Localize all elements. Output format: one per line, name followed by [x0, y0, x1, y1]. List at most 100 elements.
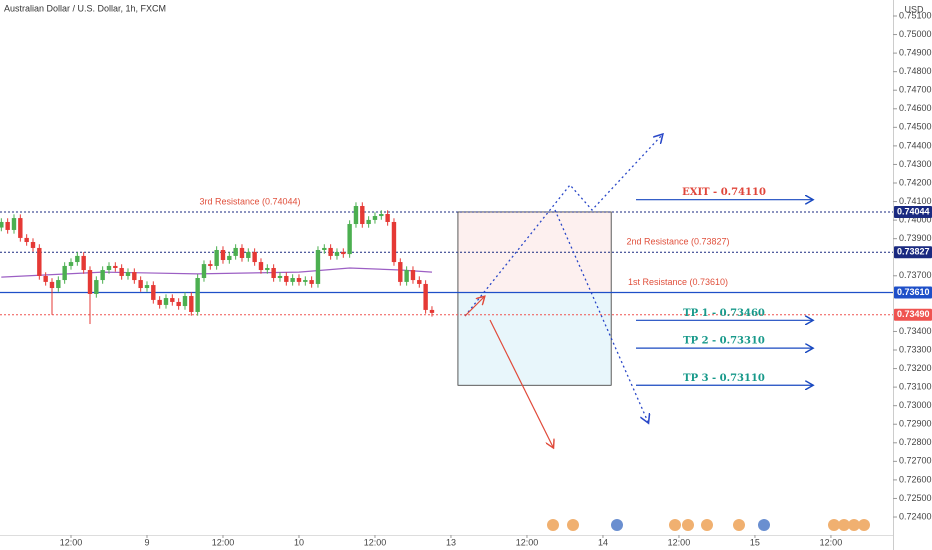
zone: [457, 292, 612, 386]
candle-body: [113, 265, 118, 268]
y-tick-label: 0.73100: [899, 381, 932, 391]
x-tick-label: 12:00: [820, 537, 843, 547]
y-tick-label: 0.72600: [899, 474, 932, 484]
price-label: 0.73827: [897, 247, 930, 257]
candle-body: [404, 270, 409, 282]
candle-body: [214, 249, 219, 266]
candle-body: [239, 247, 245, 258]
candle-body: [423, 283, 428, 310]
candle-body: [220, 249, 226, 261]
y-tick-label: 0.74000: [899, 214, 932, 224]
candle-body: [0, 221, 4, 228]
x-tick-label: 12:00: [516, 537, 539, 547]
candle-body: [201, 264, 207, 279]
candle-body: [56, 280, 61, 289]
candle-body: [68, 262, 74, 266]
y-tick-label: 0.74600: [899, 103, 932, 113]
candle-body: [30, 242, 36, 248]
candle-body: [284, 275, 289, 282]
price-label-bg: [894, 246, 932, 259]
candle-body: [347, 224, 352, 255]
candle-body: [11, 218, 17, 230]
event-icon: [567, 519, 579, 531]
candle-body: [94, 280, 99, 294]
candle-body: [417, 280, 422, 284]
candle-body: [303, 280, 308, 282]
candle-body: [258, 262, 264, 271]
plot: 3rd Resistance (0.74044) 2nd Resistance (…: [0, 187, 893, 385]
target-label: TP 1 - 0.73460: [683, 308, 765, 319]
event-icon: [838, 519, 850, 531]
candle-body: [87, 270, 93, 294]
projection-down: [554, 209, 648, 422]
candle-body: [334, 252, 340, 256]
event-icon: [733, 519, 745, 531]
y-tick-label: 0.72900: [899, 419, 932, 429]
candle-body: [138, 280, 143, 289]
chart-title: Australian Dollar / U.S. Dollar, 1h, FXC…: [4, 3, 166, 13]
candle-body: [100, 270, 105, 281]
red-arrow-down: [489, 319, 553, 447]
candle-body: [233, 247, 238, 256]
x-tick-label: 12:00: [364, 537, 387, 547]
candle-body: [151, 285, 156, 300]
event-icon: [828, 519, 840, 531]
x-tick-label: 12:00: [60, 537, 83, 547]
candle-body: [170, 298, 175, 302]
x-tick-label: 12:00: [212, 537, 235, 547]
candle-body: [49, 281, 55, 289]
event-icon: [682, 519, 694, 531]
x-tick-label: 13: [446, 537, 456, 547]
candle-body: [81, 255, 86, 271]
candle-body: [75, 255, 80, 263]
level-note: 2nd Resistance (0.73827): [626, 237, 729, 247]
candle-body: [189, 296, 194, 312]
candle-body: [106, 265, 112, 271]
y-tick-label: 0.72800: [899, 437, 932, 447]
x-tick-label: 15: [750, 537, 760, 547]
candle-body: [385, 213, 390, 222]
candle-body: [372, 216, 378, 220]
candle-body: [157, 299, 162, 305]
y-tick-label: 0.75100: [899, 10, 932, 20]
candle-body: [341, 252, 346, 255]
candle-body: [37, 247, 42, 276]
candle-body: [315, 249, 321, 284]
y-tick-label: 0.73700: [899, 270, 932, 280]
candle-body: [309, 280, 314, 284]
y-tick-label: 0.74800: [899, 66, 932, 76]
y-tick-label: 0.75000: [899, 29, 932, 39]
price-label: 0.73490: [897, 309, 930, 319]
candle-body: [410, 270, 416, 281]
candle-body: [366, 219, 371, 225]
event-icon: [669, 519, 681, 531]
candle-body: [290, 278, 295, 282]
y-tick-label: 0.72400: [899, 511, 932, 521]
price-label: 0.73610: [897, 287, 930, 297]
event-icons: [547, 519, 870, 531]
candle-body: [296, 278, 302, 282]
candle-body: [208, 264, 213, 266]
candle-body: [195, 278, 200, 312]
candle-body: [176, 301, 181, 307]
zones: [457, 211, 612, 386]
y-tick-label: 0.73900: [899, 233, 932, 243]
candle-body: [119, 267, 124, 276]
price-label-bg: [894, 205, 932, 218]
y-tick-label: 0.74300: [899, 159, 932, 169]
candle-body: [277, 275, 283, 279]
candle-body: [398, 262, 403, 282]
y-tick-label: 0.74900: [899, 47, 932, 57]
y-tick-label: 0.74200: [899, 177, 932, 187]
candle-body: [24, 237, 29, 243]
y-tick-label: 0.74500: [899, 122, 932, 132]
candle-body: [18, 218, 23, 238]
event-icon: [858, 519, 870, 531]
event-icon: [848, 519, 860, 531]
candle-body: [353, 206, 359, 225]
candle-body: [360, 206, 365, 225]
event-icon: [701, 519, 713, 531]
candle-body: [227, 255, 232, 261]
candle-body: [322, 247, 327, 250]
